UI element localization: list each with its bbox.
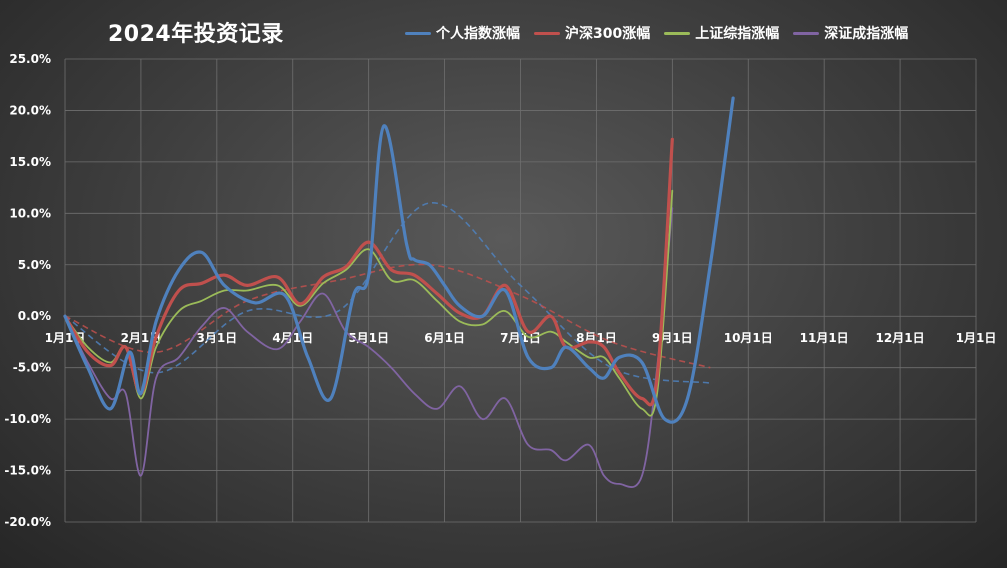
y-tick-label: 25.0%	[9, 52, 51, 66]
y-tick-label: 5.0%	[18, 258, 51, 272]
trendline-个人指数涨幅	[64, 202, 711, 384]
legend-swatch	[664, 31, 691, 35]
legend-swatch	[405, 31, 431, 35]
x-tick-label: 11月1日	[800, 331, 849, 345]
y-tick-label: 0.0%	[18, 309, 51, 323]
legend-label: 深证成指涨幅	[824, 26, 909, 42]
series-line-上证综指涨幅	[64, 189, 674, 417]
legend-item: 上证综指涨幅	[664, 23, 779, 43]
chart-legend: 个人指数涨幅 沪深300涨幅 上证综指涨幅 深证成指涨幅	[405, 23, 908, 43]
legend-item: 沪深300涨幅	[534, 23, 650, 43]
x-tick-label: 10月1日	[724, 331, 773, 345]
legend-swatch	[793, 31, 820, 35]
series-line-深证成指涨幅	[64, 207, 674, 488]
y-tick-label: -5.0%	[13, 361, 51, 375]
legend-label: 上证综指涨幅	[695, 26, 780, 42]
chart-title: 2024年投资记录	[108, 22, 284, 47]
y-tick-label: 15.0%	[9, 155, 51, 169]
x-tick-label: 6月1日	[424, 331, 465, 345]
x-tick-label: 9月1日	[652, 331, 693, 345]
legend-item: 个人指数涨幅	[405, 23, 520, 43]
series-line-沪深300涨幅	[63, 137, 674, 407]
y-tick-label: -15.0%	[4, 464, 51, 478]
y-tick-label: 10.0%	[9, 206, 51, 220]
y-tick-label: 20.0%	[9, 103, 51, 117]
legend-label: 沪深300涨幅	[565, 26, 651, 42]
legend-swatch	[534, 31, 560, 35]
legend-label: 个人指数涨幅	[436, 26, 520, 42]
x-tick-label: 12月1日	[876, 331, 925, 345]
x-tick-label: 3月1日	[196, 331, 237, 345]
legend-item: 深证成指涨幅	[793, 23, 908, 43]
series-line-个人指数涨幅	[63, 96, 735, 424]
y-tick-label: -20.0%	[4, 515, 51, 529]
x-tick-label: 1月1日	[956, 331, 997, 345]
y-tick-label: -10.0%	[4, 412, 51, 426]
